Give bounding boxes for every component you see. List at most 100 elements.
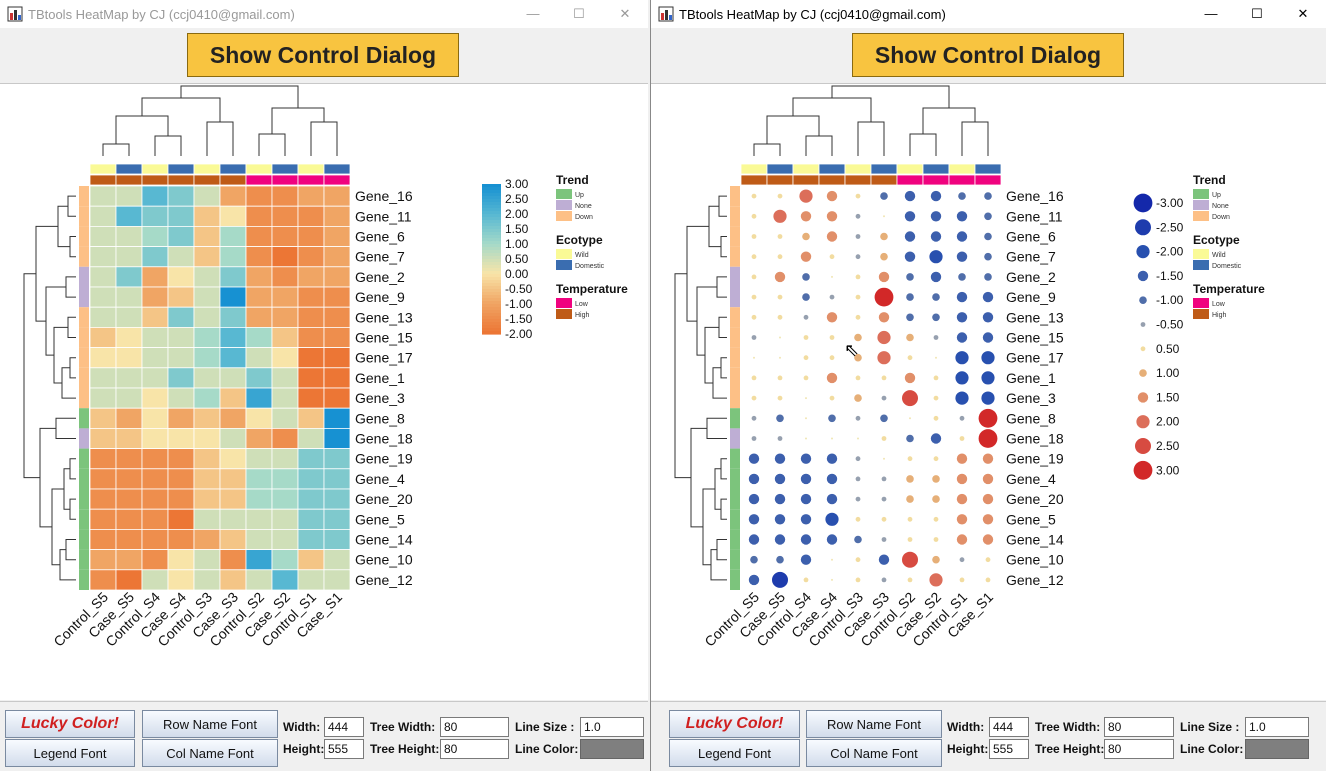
colorbar-segment — [482, 262, 501, 266]
dot-cell — [932, 293, 940, 301]
dot-cell — [805, 397, 807, 400]
dotplot-canvas: Gene_16 Gene_11 Gene_6 Gene_7 Gene_2 Gene_9 Ge… — [651, 84, 1326, 700]
dot-cell — [909, 417, 911, 420]
dot-cell — [774, 514, 786, 525]
minimize-icon[interactable]: — — [1204, 6, 1218, 21]
row-dendro-link — [69, 458, 76, 480]
lucky-color-button[interactable]: Lucky Color! — [5, 710, 135, 738]
tree-height-input[interactable]: 80 — [440, 739, 509, 759]
row-dendro-link — [61, 367, 76, 399]
legend-font-button[interactable]: Legend Font — [5, 739, 135, 767]
heatmap-cell — [89, 185, 117, 207]
width-input[interactable]: 444 — [989, 717, 1029, 737]
colorbar-tick: 1.50 — [505, 222, 529, 236]
dot-cell — [880, 192, 888, 200]
col-dendro-link — [805, 135, 833, 156]
width-input[interactable]: 444 — [324, 717, 364, 737]
colorbar-segment — [482, 316, 501, 320]
heatmap-cell — [141, 225, 169, 247]
dot-cell — [956, 534, 968, 545]
tree-width-input[interactable]: 80 — [1104, 717, 1174, 737]
legend-swatch — [556, 260, 572, 270]
dot-cell — [985, 557, 991, 563]
heatmap-cell — [115, 569, 143, 591]
temperature-annotation-cell — [818, 174, 846, 186]
heatmap-cell — [245, 286, 273, 308]
show-control-dialog-button[interactable]: Show Control Dialog — [852, 33, 1124, 77]
tree-height-input[interactable]: 80 — [1104, 739, 1174, 759]
height-input[interactable]: 555 — [324, 739, 364, 759]
dot-cell — [854, 394, 862, 402]
dot-cell — [929, 250, 943, 264]
maximize-icon[interactable]: ☐ — [1251, 6, 1263, 21]
dot-cell — [902, 551, 918, 568]
heatmap-cell — [323, 569, 351, 591]
legend-title: Trend — [556, 173, 589, 187]
row-label: Gene_16 — [1006, 188, 1064, 204]
trend-annotation-cell — [730, 287, 740, 308]
dot-cell — [881, 496, 887, 502]
legend-font-button[interactable]: Legend Font — [669, 739, 800, 767]
dot-cell — [831, 578, 833, 581]
trend-annotation-cell — [730, 509, 740, 530]
heatmap-cell — [219, 407, 247, 429]
dot-cell — [930, 271, 942, 283]
dot-cell — [826, 534, 838, 545]
row-label: Gene_13 — [355, 309, 413, 325]
heatmap-cell — [271, 326, 299, 348]
heatmap-cell — [297, 508, 325, 530]
trend-annotation-cell — [79, 509, 89, 530]
col-name-font-button[interactable]: Col Name Font — [806, 739, 942, 767]
dotplot-chart: Gene_16 Gene_11 Gene_6 Gene_7 Gene_2 Gene_9 Ge… — [674, 85, 1265, 650]
tree-width-input[interactable]: 80 — [440, 717, 509, 737]
heatmap-cell — [115, 528, 143, 550]
line-size-input[interactable]: 1.0 — [1245, 717, 1309, 737]
row-name-font-button[interactable]: Row Name Font — [806, 710, 942, 738]
dot-cell — [956, 312, 968, 323]
legend-swatch — [1193, 249, 1209, 259]
close-icon[interactable]: ✕ — [1297, 6, 1309, 21]
heatmap-cell — [115, 549, 143, 571]
heatmap-cell — [271, 387, 299, 409]
dot-cell — [826, 372, 838, 384]
col-dendro-link — [141, 97, 221, 122]
heatmap-cell — [271, 266, 299, 288]
dot-cell — [881, 577, 887, 583]
heatmap-cell — [297, 549, 325, 571]
row-name-font-button[interactable]: Row Name Font — [142, 710, 278, 738]
height-input[interactable]: 555 — [989, 739, 1029, 759]
col-dendro-link — [180, 85, 299, 108]
line-size-input[interactable]: 1.0 — [580, 717, 644, 737]
col-name-font-button[interactable]: Col Name Font — [142, 739, 278, 767]
maximize-icon[interactable]: ☐ — [573, 6, 585, 21]
colorbar-segment — [482, 268, 501, 272]
show-control-dialog-button[interactable]: Show Control Dialog — [187, 33, 459, 77]
dot-cell — [984, 212, 992, 221]
lucky-color-button[interactable]: Lucky Color! — [669, 710, 800, 738]
dot-cell — [932, 475, 940, 483]
dot-cell — [748, 493, 760, 505]
dot-cell — [956, 493, 968, 505]
legend-label: Down — [575, 214, 593, 221]
row-dendro-link — [704, 326, 719, 384]
heatmap-cell — [89, 306, 117, 328]
dot-cell — [805, 417, 807, 420]
heatmap-cell — [115, 266, 143, 288]
dot-cell — [906, 495, 914, 503]
tree-width-label: Tree Width: — [370, 720, 436, 734]
trend-annotation-cell — [730, 246, 740, 267]
heatmap-cell — [115, 225, 143, 247]
dot-cell — [829, 294, 835, 300]
col-dendro-link — [271, 107, 325, 134]
row-label: Gene_2 — [355, 269, 405, 285]
line-color-swatch[interactable] — [1245, 739, 1309, 759]
ecotype-annotation-cell — [245, 163, 273, 175]
heatmap-cell — [219, 286, 247, 308]
line-color-swatch[interactable] — [580, 739, 644, 759]
heatmap-cell — [193, 367, 221, 389]
colorbar-segment — [482, 235, 501, 239]
heatmap-cell — [115, 326, 143, 348]
close-icon[interactable]: ✕ — [619, 6, 631, 21]
minimize-icon[interactable]: — — [526, 6, 540, 21]
ecotype-annotation-cell — [89, 163, 117, 175]
